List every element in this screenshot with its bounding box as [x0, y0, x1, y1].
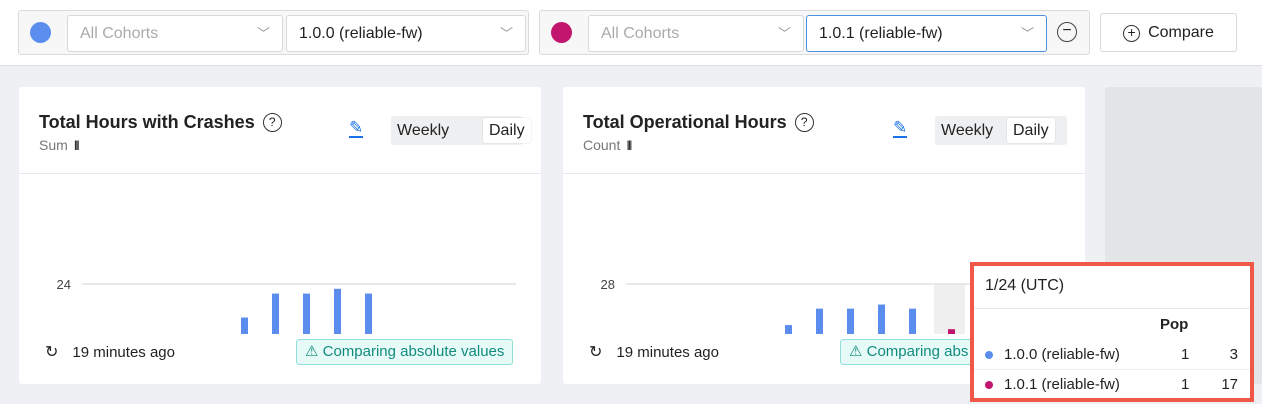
- card-subtitle: Count ǀǀǀ: [583, 137, 633, 153]
- chart-tooltip: 1/24 (UTC) Pop 1.0.0 (reliable-fw) 1 3 1.0…: [970, 262, 1254, 402]
- card-total-operational-hours: Total Operational Hours? Count ǀǀǀ ✎ Week…: [563, 87, 1085, 384]
- comparison-badge: ⚠ Comparing absolute values: [296, 339, 514, 365]
- refresh-icon[interactable]: ↻: [45, 344, 59, 361]
- bar-1-0-0[interactable]: [785, 325, 792, 334]
- candlestick-icon: ǀǀǀ: [626, 138, 632, 153]
- series-dot: [985, 381, 993, 389]
- cohort-group-b: All Cohorts ﹀ 1.0.1 (reliable-fw) ﹀: [539, 10, 1090, 55]
- chevron-down-icon: ﹀: [777, 26, 791, 41]
- bar-chart: 012241/151/171/191/211/231/251/27: [57, 277, 516, 334]
- divider: [563, 173, 1085, 174]
- series-dot: [985, 351, 993, 359]
- chevron-down-icon: ﹀: [499, 26, 513, 41]
- tooltip-title: 1/24 (UTC): [974, 266, 1250, 309]
- bar-1-0-1[interactable]: [948, 329, 955, 334]
- series-b-color-dot[interactable]: [551, 22, 572, 43]
- bar-1-0-0[interactable]: [878, 304, 885, 334]
- bar-1-0-0[interactable]: [909, 308, 916, 334]
- remove-group-button[interactable]: −: [1057, 22, 1077, 42]
- version-select-a[interactable]: 1.0.0 (reliable-fw) ﹀: [286, 15, 526, 52]
- comparison-badge: ⚠ Comparing abs: [840, 339, 980, 365]
- help-icon[interactable]: ?: [794, 113, 814, 132]
- granularity-toggle: Weekly Daily: [935, 116, 1067, 145]
- chevron-down-icon: ﹀: [1020, 26, 1034, 41]
- plus-circle-icon: +: [1123, 25, 1141, 42]
- tooltip-row: 1.0.1 (reliable-fw) 1 17: [974, 370, 1250, 400]
- granularity-toggle: Weekly Daily: [391, 116, 531, 145]
- tooltip-row: 1.0.0 (reliable-fw) 1 3: [974, 340, 1250, 370]
- last-updated: ↻ 19 minutes ago: [589, 344, 719, 361]
- edit-icon[interactable]: ✎: [349, 118, 364, 138]
- bar-1-0-0[interactable]: [847, 308, 854, 334]
- divider: [19, 173, 541, 174]
- compare-button[interactable]: + Compare: [1100, 13, 1237, 52]
- y-tick-label: 24: [57, 277, 71, 292]
- y-tick-label: 28: [601, 277, 615, 292]
- version-select-b[interactable]: 1.0.1 (reliable-fw) ﹀: [806, 15, 1047, 52]
- hover-band: [934, 284, 965, 334]
- toggle-weekly[interactable]: Weekly: [397, 122, 450, 139]
- help-icon[interactable]: ?: [262, 113, 282, 132]
- toggle-weekly[interactable]: Weekly: [941, 122, 994, 139]
- cohort-select-b[interactable]: All Cohorts ﹀: [588, 15, 804, 52]
- bar-1-0-0[interactable]: [334, 288, 341, 334]
- bar-1-0-0[interactable]: [303, 293, 310, 334]
- bar-1-0-0[interactable]: [816, 308, 823, 334]
- bar-1-0-0[interactable]: [241, 317, 248, 334]
- bar-1-0-0[interactable]: [365, 293, 372, 334]
- toggle-daily[interactable]: Daily: [483, 118, 531, 143]
- cohort-group-a: All Cohorts ﹀ 1.0.0 (reliable-fw) ﹀: [18, 10, 529, 55]
- candlestick-icon: ǀǀǀ: [73, 138, 80, 153]
- card-total-hours-with-crashes: Total Hours with Crashes? Sum ǀǀǀ ✎ Weekl…: [19, 87, 541, 384]
- card-title: Total Operational Hours?: [583, 112, 814, 133]
- series-a-color-dot[interactable]: [30, 22, 51, 43]
- last-updated: ↻ 19 minutes ago: [45, 344, 175, 361]
- card-subtitle: Sum ǀǀǀ: [39, 137, 80, 153]
- edit-icon[interactable]: ✎: [893, 118, 908, 138]
- tooltip-column-header: Pop: [1160, 316, 1189, 333]
- chevron-down-icon: ﹀: [256, 26, 270, 41]
- toggle-daily[interactable]: Daily: [1007, 118, 1055, 143]
- card-title: Total Hours with Crashes?: [39, 112, 282, 133]
- bar-1-0-0[interactable]: [272, 293, 279, 334]
- cohort-select-a[interactable]: All Cohorts ﹀: [67, 15, 283, 52]
- compare-toolbar: All Cohorts ﹀ 1.0.0 (reliable-fw) ﹀ All Co…: [0, 0, 1262, 66]
- refresh-icon[interactable]: ↻: [589, 344, 603, 361]
